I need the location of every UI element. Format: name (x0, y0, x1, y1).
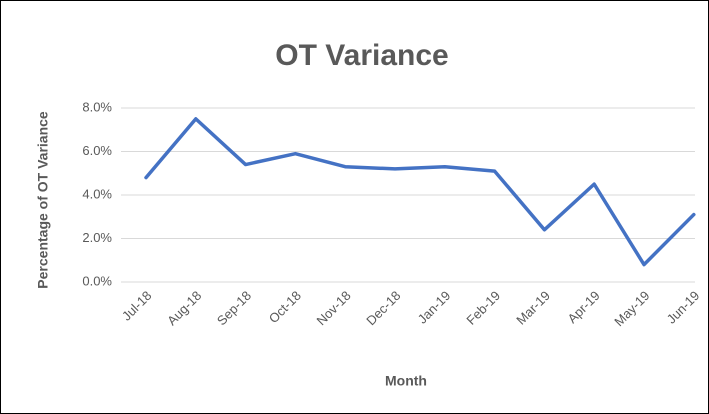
y-tick-label: 0.0% (82, 273, 112, 288)
y-tick-label: 6.0% (82, 143, 112, 158)
y-tick-label: 2.0% (82, 230, 112, 245)
y-axis-label: Percentage of OT Variance (35, 111, 51, 289)
y-tick-label: 4.0% (82, 186, 112, 201)
x-axis-label: Month (385, 373, 427, 389)
y-tick-label: 8.0% (82, 99, 112, 114)
line-series (144, 117, 696, 267)
chart-title: OT Variance (275, 39, 448, 72)
